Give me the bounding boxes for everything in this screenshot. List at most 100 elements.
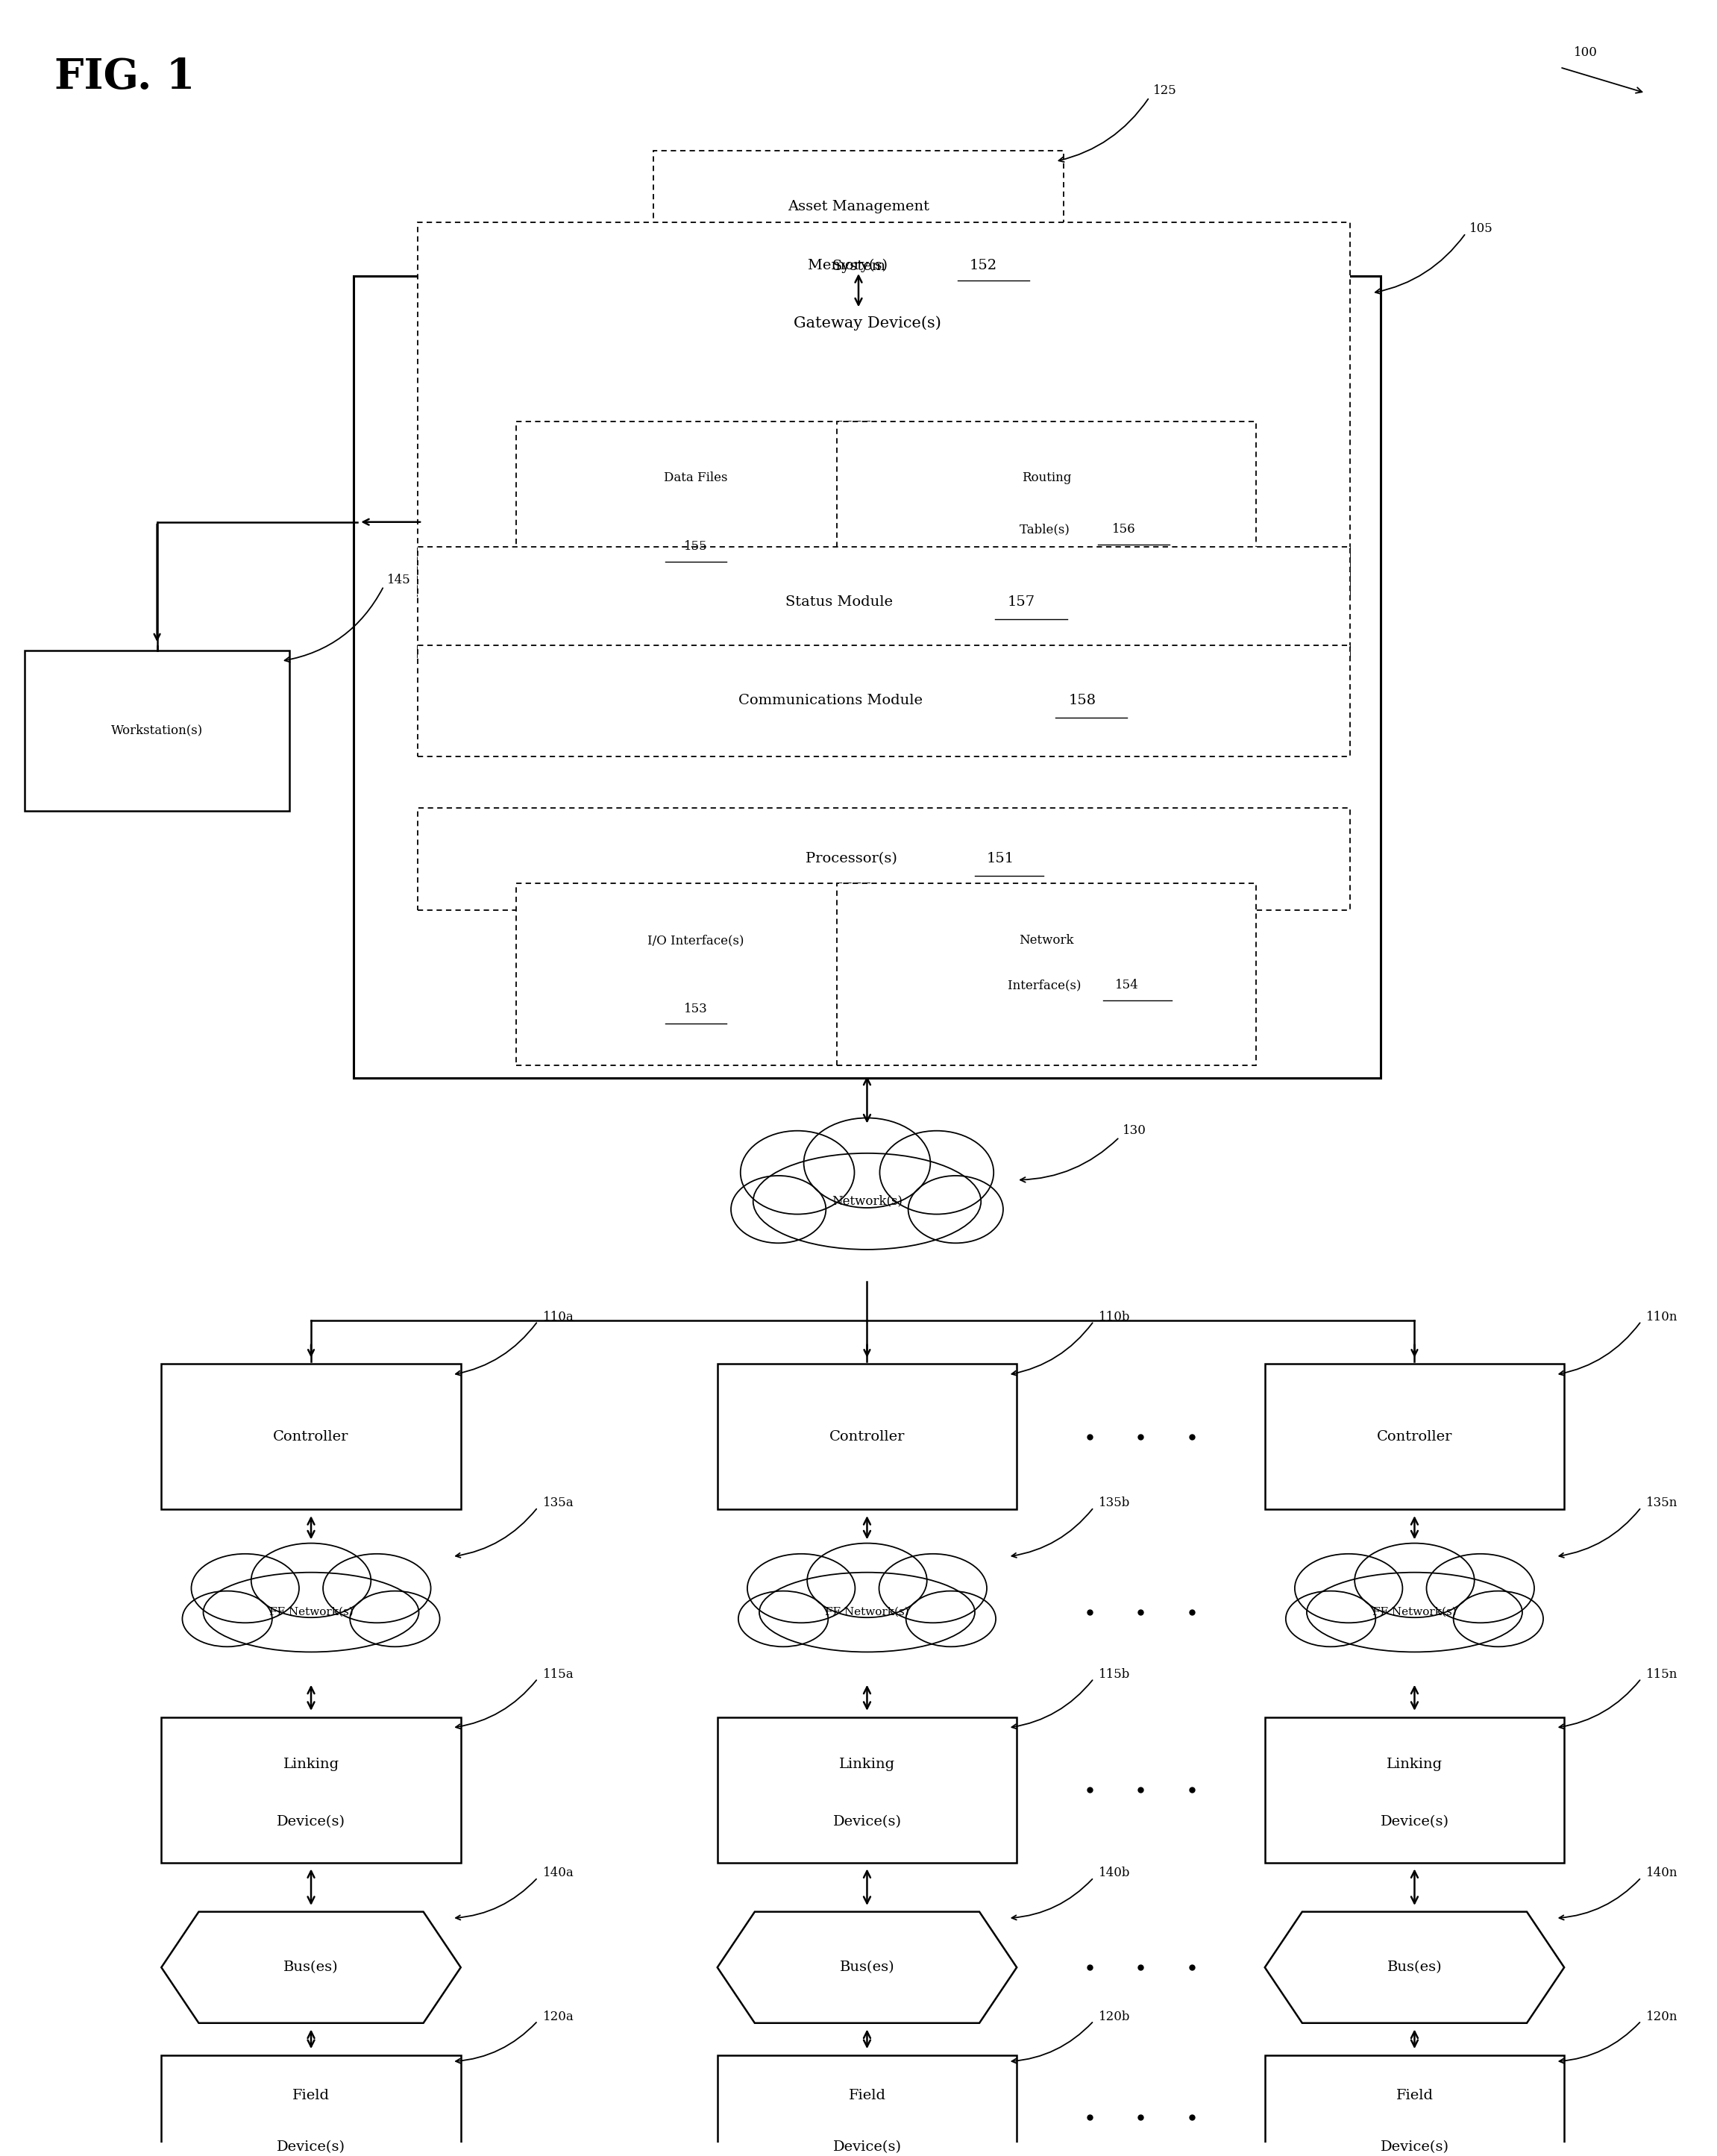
Ellipse shape <box>323 1554 431 1623</box>
Bar <box>1265 1365 1564 1509</box>
Text: Bus(es): Bus(es) <box>283 1960 338 1975</box>
Text: Device(s): Device(s) <box>833 2141 901 2154</box>
Ellipse shape <box>350 1591 440 1647</box>
Text: 110n: 110n <box>1647 1311 1678 1324</box>
Polygon shape <box>718 1912 1016 2022</box>
Bar <box>718 1365 1016 1509</box>
Ellipse shape <box>1307 1572 1523 1651</box>
Text: Data Files: Data Files <box>664 472 728 485</box>
Text: System: System <box>831 259 886 274</box>
Text: 110b: 110b <box>1099 1311 1130 1324</box>
Bar <box>838 420 1257 604</box>
Ellipse shape <box>251 1544 371 1617</box>
Text: Controller: Controller <box>273 1429 349 1445</box>
Bar <box>417 808 1350 910</box>
Text: Field: Field <box>292 2089 330 2102</box>
Text: Network(s): Network(s) <box>831 1194 903 1207</box>
Text: Field: Field <box>1396 2089 1434 2102</box>
Text: 156: 156 <box>1111 524 1135 537</box>
Text: 100: 100 <box>1573 45 1597 58</box>
Text: Controller: Controller <box>1377 1429 1453 1445</box>
Text: Device(s): Device(s) <box>276 1815 345 1828</box>
Text: Communications Module: Communications Module <box>738 694 927 707</box>
Bar <box>161 2055 460 2156</box>
Text: 151: 151 <box>987 852 1015 867</box>
Text: 145: 145 <box>386 573 410 586</box>
Text: 120a: 120a <box>543 2009 573 2022</box>
Text: Bus(es): Bus(es) <box>1387 1960 1442 1975</box>
Text: 152: 152 <box>970 259 998 272</box>
Text: Device(s): Device(s) <box>833 1815 901 1828</box>
Text: 135a: 135a <box>543 1496 573 1509</box>
Ellipse shape <box>203 1572 419 1651</box>
Ellipse shape <box>879 1130 994 1214</box>
Text: FF Network(s): FF Network(s) <box>824 1606 908 1617</box>
Ellipse shape <box>740 1130 855 1214</box>
Bar <box>1265 1716 1564 1863</box>
Text: 140a: 140a <box>543 1867 573 1880</box>
Text: 140b: 140b <box>1099 1867 1130 1880</box>
Bar <box>652 151 1065 304</box>
Text: Linking: Linking <box>1387 1757 1442 1770</box>
Text: Device(s): Device(s) <box>1380 1815 1449 1828</box>
Bar <box>417 222 1350 597</box>
Ellipse shape <box>747 1554 855 1623</box>
Text: Device(s): Device(s) <box>1380 2141 1449 2154</box>
Text: Memory(s): Memory(s) <box>807 259 893 272</box>
Ellipse shape <box>731 1175 826 1244</box>
Text: 155: 155 <box>683 541 707 552</box>
Text: Linking: Linking <box>283 1757 338 1770</box>
Text: Field: Field <box>848 2089 886 2102</box>
Bar <box>718 2055 1016 2156</box>
Bar <box>517 420 876 604</box>
Text: Gateway Device(s): Gateway Device(s) <box>793 315 941 330</box>
Bar <box>1265 2055 1564 2156</box>
Text: FF Network(s): FF Network(s) <box>270 1606 354 1617</box>
Ellipse shape <box>804 1119 931 1207</box>
Text: 158: 158 <box>1070 694 1097 707</box>
Bar <box>838 884 1257 1065</box>
Text: 120n: 120n <box>1647 2009 1678 2022</box>
Text: FIG. 1: FIG. 1 <box>55 56 196 97</box>
Ellipse shape <box>1295 1554 1403 1623</box>
Text: 154: 154 <box>1114 979 1138 992</box>
Text: Network: Network <box>1020 934 1075 946</box>
Text: Device(s): Device(s) <box>276 2141 345 2154</box>
Text: 110a: 110a <box>543 1311 573 1324</box>
Text: Controller: Controller <box>829 1429 905 1445</box>
Bar <box>354 276 1380 1078</box>
Ellipse shape <box>1355 1544 1475 1617</box>
Ellipse shape <box>879 1554 987 1623</box>
Text: FF Network(s): FF Network(s) <box>1372 1606 1456 1617</box>
Text: I/O Interface(s): I/O Interface(s) <box>647 934 743 946</box>
Bar <box>161 1365 460 1509</box>
Bar <box>417 548 1350 658</box>
Text: 130: 130 <box>1123 1125 1147 1136</box>
Ellipse shape <box>1453 1591 1544 1647</box>
Text: 115a: 115a <box>543 1669 573 1680</box>
Text: 157: 157 <box>1008 595 1035 608</box>
Polygon shape <box>1265 1912 1564 2022</box>
Bar <box>417 645 1350 757</box>
Ellipse shape <box>182 1591 271 1647</box>
Text: 140n: 140n <box>1647 1867 1678 1880</box>
Text: 115b: 115b <box>1099 1669 1130 1680</box>
Ellipse shape <box>1427 1554 1535 1623</box>
Text: Table(s): Table(s) <box>1020 524 1073 537</box>
Bar <box>517 884 876 1065</box>
Text: Bus(es): Bus(es) <box>840 1960 895 1975</box>
Text: 115n: 115n <box>1647 1669 1678 1680</box>
Bar <box>24 651 290 811</box>
Text: Workstation(s): Workstation(s) <box>112 724 203 737</box>
Text: 120b: 120b <box>1099 2009 1130 2022</box>
Ellipse shape <box>1286 1591 1375 1647</box>
Text: Interface(s): Interface(s) <box>1008 979 1085 992</box>
Bar <box>161 1716 460 1863</box>
Ellipse shape <box>908 1175 1003 1244</box>
Text: Routing: Routing <box>1022 472 1071 485</box>
Text: Status Module: Status Module <box>785 595 898 608</box>
Polygon shape <box>161 1912 460 2022</box>
Ellipse shape <box>738 1591 828 1647</box>
Text: Processor(s): Processor(s) <box>805 852 901 867</box>
Text: 153: 153 <box>683 1003 707 1015</box>
